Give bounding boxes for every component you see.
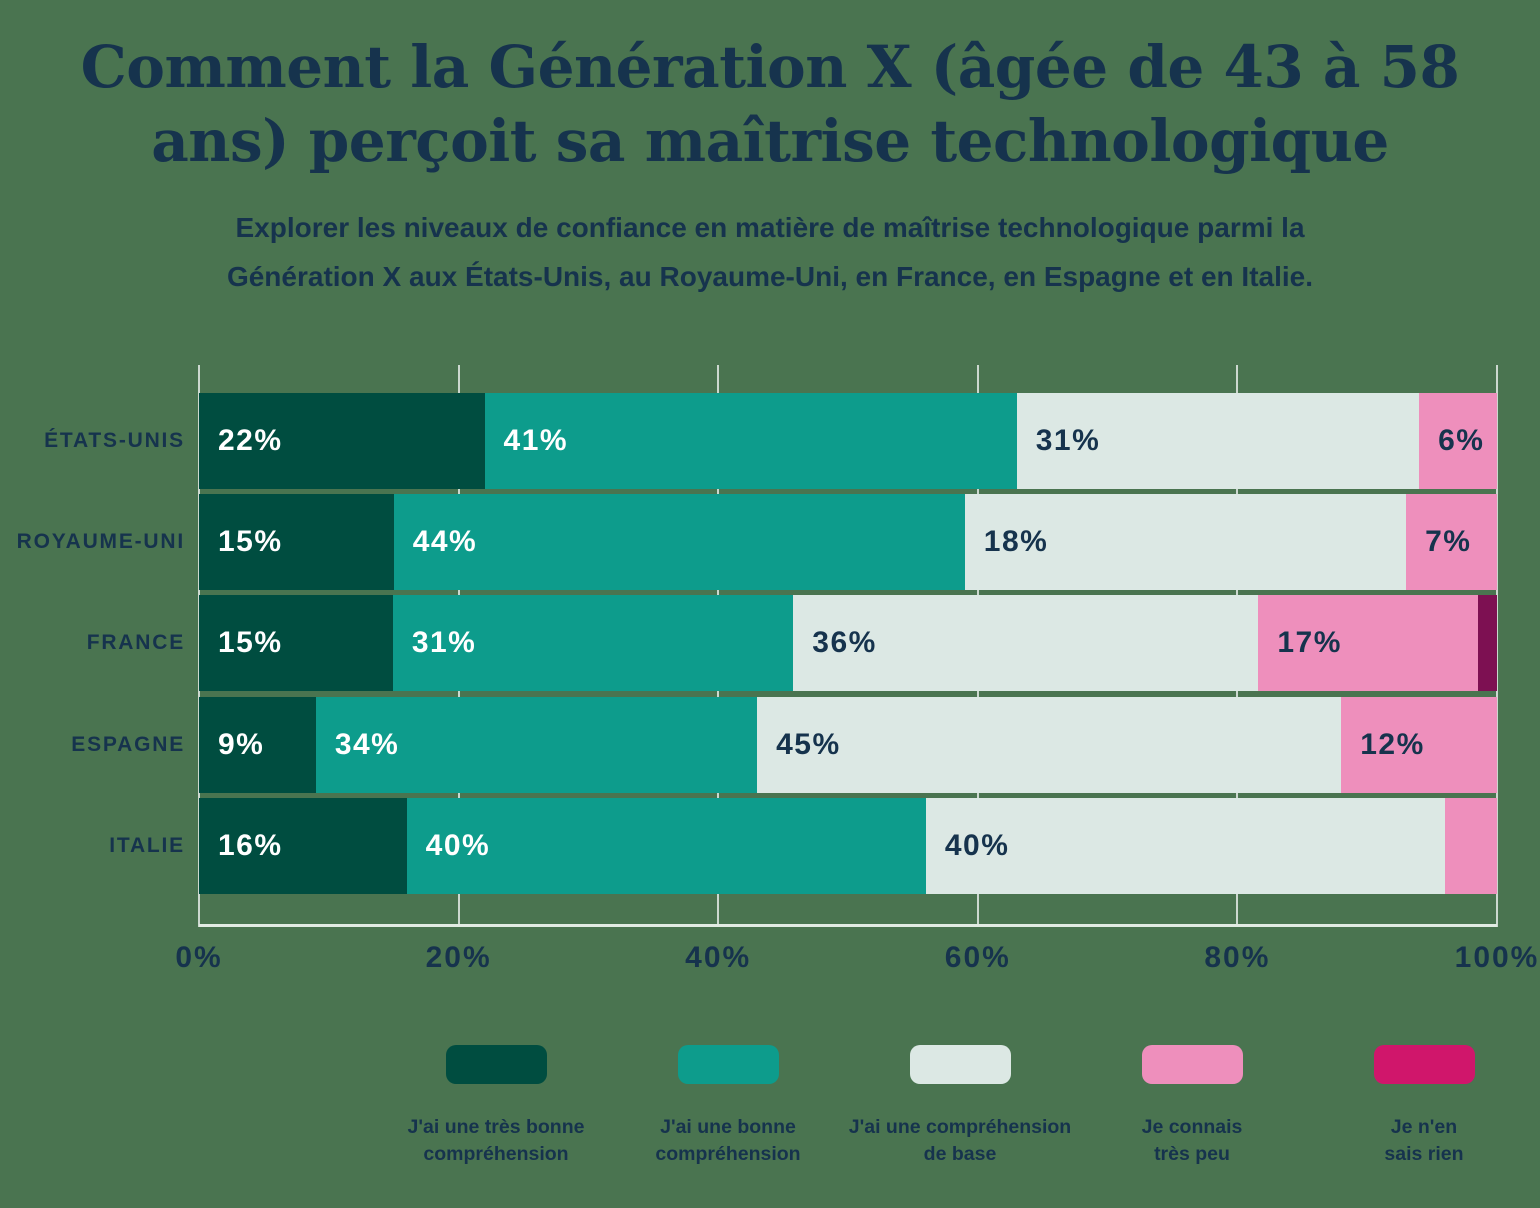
x-tick-label: 40% — [685, 940, 752, 974]
page-subtitle: Explorer les niveaux de confiance en mat… — [226, 212, 1314, 292]
bar-segment: 15% — [199, 494, 394, 591]
bar-segment: 40% — [925, 797, 1446, 894]
bar-segment: 41% — [484, 392, 1017, 489]
legend-label: J'ai une compréhension de base — [848, 1115, 1072, 1166]
segment-value-label: 18% — [983, 525, 1049, 559]
legend-item: J'ai une bonne compréhension — [612, 1044, 844, 1169]
bar-segment — [1445, 797, 1497, 894]
category-label: FRANCE — [86, 631, 185, 655]
x-tick-label: 100% — [1454, 940, 1540, 974]
bar-segment: 15% — [199, 595, 393, 692]
x-tick-label: 60% — [944, 940, 1011, 974]
segment-value-label: 44% — [412, 525, 478, 559]
category-label: ITALIE — [109, 833, 185, 857]
legend-item: Je n'en sais rien — [1308, 1044, 1540, 1169]
legend-label: J'ai une très bonne compréhension — [407, 1115, 585, 1166]
legend: J'ai une très bonne compréhension J'ai un… — [380, 1044, 1540, 1169]
legend-swatch — [1141, 1044, 1243, 1084]
legend-swatch — [909, 1044, 1011, 1084]
bar-segment: 18% — [964, 494, 1407, 591]
bar-segment: 36% — [793, 595, 1259, 692]
segment-value-label: 9% — [218, 727, 265, 761]
segment-value-label: 31% — [411, 626, 477, 660]
gridline-100 — [1496, 364, 1498, 927]
segment-value-label: 40% — [944, 828, 1010, 862]
bar-segment: 16% — [199, 797, 407, 894]
category-label: ROYAUME-UNI — [16, 530, 185, 554]
legend-swatch — [445, 1044, 547, 1084]
segment-value-label: 34% — [334, 727, 400, 761]
bar-segment: 45% — [757, 696, 1342, 793]
bar-segment: 12% — [1341, 696, 1497, 793]
bar-row: ROYAUME-UNI 15% 44% 18% 7% — [17, 494, 1497, 591]
segment-value-label: 41% — [503, 423, 569, 457]
segment-value-label: 40% — [425, 828, 491, 862]
legend-item: J'ai une compréhension de base — [844, 1044, 1076, 1169]
bar-segment: 34% — [315, 696, 758, 793]
segment-value-label: 17% — [1277, 626, 1342, 660]
bar-segment: 31% — [392, 595, 794, 692]
bar-segment — [1478, 595, 1497, 692]
segment-value-label: 6% — [1438, 423, 1485, 457]
x-tick-label: 20% — [425, 940, 492, 974]
bar-segment: 9% — [199, 696, 316, 793]
segment-value-label: 22% — [218, 423, 283, 457]
segment-value-label: 31% — [1035, 423, 1101, 457]
bar-segment: 22% — [199, 392, 485, 489]
segment-value-label: 15% — [218, 626, 283, 660]
segment-value-label: 7% — [1425, 525, 1472, 559]
bar-row: ESPAGNE 9% 34% 45% 12% — [71, 696, 1497, 793]
bar-segment: 6% — [1419, 392, 1497, 489]
segment-value-label: 12% — [1360, 727, 1425, 761]
page-title: Comment la Génération X (âgée de 43 à 58… — [80, 33, 1460, 176]
bar-row: FRANCE 15% 31% 36% 17% — [87, 595, 1497, 692]
legend-item: Je connais très peu — [1076, 1044, 1308, 1169]
bar-segment: 40% — [406, 797, 926, 894]
bar-row: ÉTATS-UNIS 22% 41% 31% 6% — [44, 392, 1497, 489]
segment-value-label: 15% — [218, 525, 283, 559]
bar-rows: ÉTATS-UNIS 22% 41% 31% 6% ROYAUME-UNI 15% 44% 18… — [17, 365, 1497, 924]
bar-segment: 44% — [393, 494, 965, 591]
bar-segment: 7% — [1406, 494, 1497, 591]
legend-label: Je connais très peu — [1141, 1115, 1243, 1166]
category-label: ESPAGNE — [71, 732, 185, 756]
plot-area: ÉTATS-UNIS 22% 41% 31% 6% ROYAUME-UNI 15% 44% 18… — [17, 364, 1498, 927]
legend-swatch — [1373, 1044, 1475, 1084]
x-axis-ticks: 0% 20% 40% 60% 80% 100% — [175, 940, 1537, 985]
x-tick-label: 0% — [175, 940, 223, 974]
legend-swatch — [677, 1044, 779, 1084]
legend-item: J'ai une très bonne compréhension — [380, 1044, 612, 1169]
legend-label: Je n'en sais rien — [1384, 1115, 1464, 1166]
segment-value-label: 16% — [218, 828, 283, 862]
legend-label: J'ai une bonne compréhension — [655, 1115, 801, 1166]
segment-value-label: 36% — [812, 626, 877, 660]
category-label: ÉTATS-UNIS — [44, 428, 185, 452]
bar-segment: 17% — [1258, 595, 1478, 692]
x-tick-label: 80% — [1204, 940, 1271, 974]
segment-value-label: 45% — [776, 727, 841, 761]
bar-row: ITALIE 16% 40% 40% — [109, 797, 1497, 894]
bar-segment: 31% — [1016, 392, 1420, 489]
x-axis-line — [199, 923, 1497, 927]
